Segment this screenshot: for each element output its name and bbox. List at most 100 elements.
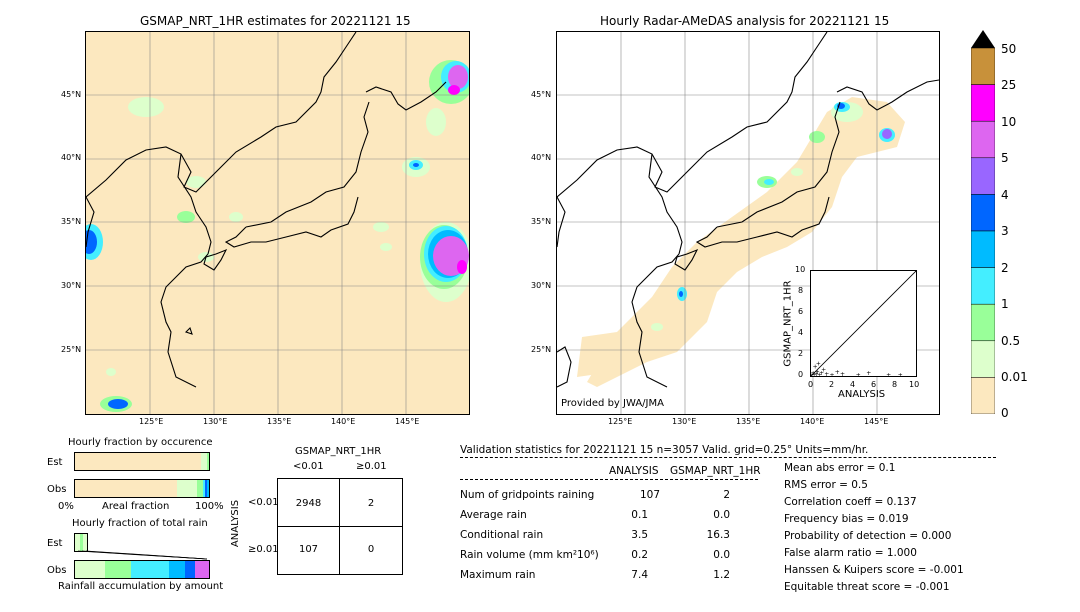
validation-row-analysis: 7.4 bbox=[631, 569, 648, 581]
validation-col-rule bbox=[460, 479, 758, 480]
scatter-ytick: 10 bbox=[795, 265, 806, 274]
left-map-title: GSMAP_NRT_1HR estimates for 20221121 15 bbox=[140, 14, 411, 28]
scatter-point: + bbox=[840, 371, 845, 376]
validation-score: Hanssen & Kuipers score = -0.001 bbox=[784, 564, 964, 576]
validation-row-analysis: 3.5 bbox=[631, 529, 648, 541]
validation-score: Mean abs error = 0.1 bbox=[784, 462, 896, 474]
left-lon-label: 125°E bbox=[139, 417, 164, 426]
right-map-canvas bbox=[557, 32, 939, 414]
validation-row-gsmap: 0.0 bbox=[713, 509, 730, 521]
colorbar-segment bbox=[971, 377, 995, 414]
right-coastlines bbox=[557, 32, 939, 388]
contingency-cell: 2 bbox=[367, 498, 375, 509]
scatter-point: + bbox=[835, 369, 840, 376]
validation-row-gsmap: 1.2 bbox=[713, 569, 730, 581]
rain-fraction-row-obs: Obs bbox=[47, 565, 67, 576]
occurrence-est-bar bbox=[74, 452, 210, 471]
validation-score: Frequency bias = 0.019 bbox=[784, 513, 909, 525]
validation-col-analysis: ANALYSIS bbox=[609, 465, 659, 477]
colorbar-segment bbox=[971, 120, 995, 159]
scatter-point: + bbox=[866, 370, 871, 376]
contingency-cell: 2948 bbox=[295, 498, 322, 509]
scatter-xtick: 10 bbox=[909, 380, 920, 389]
colorbar-label: 0.01 bbox=[1001, 370, 1028, 384]
scatter-ylabel: GSMAP_NRT_1HR bbox=[782, 280, 794, 367]
scatter-ytick: 2 bbox=[798, 349, 804, 358]
validation-header: Validation statistics for 20221121 15 n=… bbox=[460, 444, 869, 456]
rain-fraction-row-est: Est bbox=[47, 538, 63, 549]
left-lat-label: 30°N bbox=[61, 281, 82, 290]
scatter-plot: +++++++++++ + + + + + ++ bbox=[811, 271, 916, 376]
colorbar-label: 10 bbox=[1001, 115, 1017, 129]
scatter-point: + bbox=[856, 372, 861, 376]
scatter-xtick: 4 bbox=[850, 380, 856, 389]
colorbar-segment bbox=[971, 303, 995, 342]
scatter-ytick: 4 bbox=[798, 328, 804, 337]
contingency-row-lt: <0.01 bbox=[248, 497, 279, 508]
scatter-point: + bbox=[817, 372, 822, 376]
right-map-grid bbox=[557, 32, 939, 414]
colorbar-segment bbox=[971, 230, 995, 268]
colorbar-label: 0 bbox=[1001, 406, 1009, 420]
scatter-diagonal bbox=[811, 271, 916, 376]
scatter-point: + bbox=[821, 367, 826, 374]
colorbar-label: 3 bbox=[1001, 224, 1009, 238]
validation-row-label: Maximum rain bbox=[460, 569, 536, 581]
left-lat-label: 35°N bbox=[61, 217, 82, 226]
right-map-title: Hourly Radar-AMeDAS analysis for 2022112… bbox=[600, 14, 890, 28]
contingency-row-ge: ≥0.01 bbox=[248, 544, 279, 555]
validation-score: Probability of detection = 0.000 bbox=[784, 530, 952, 542]
validation-score: False alarm ratio = 1.000 bbox=[784, 547, 917, 559]
left-lon-label: 130°E bbox=[203, 417, 228, 426]
scatter-xtick: 2 bbox=[829, 380, 835, 389]
scatter-ytick: 0 bbox=[798, 370, 804, 379]
rain-connector bbox=[77, 550, 208, 560]
scatter-xtick: 0 bbox=[808, 380, 814, 389]
left-lon-label: 140°E bbox=[331, 417, 356, 426]
colorbar-extend-triangle bbox=[971, 30, 995, 48]
scatter-ytick: 6 bbox=[798, 307, 804, 316]
validation-col-gsmap: GSMAP_NRT_1HR bbox=[670, 465, 761, 477]
occurrence-axis-right: 100% bbox=[195, 501, 224, 512]
left-map-canvas bbox=[86, 32, 469, 414]
contingency-col-title: GSMAP_NRT_1HR bbox=[295, 446, 382, 457]
right-lat-label: 35°N bbox=[531, 217, 552, 226]
validation-row-analysis: 0.1 bbox=[631, 509, 648, 521]
colorbar-segment bbox=[971, 267, 995, 305]
rain-fraction-title: Hourly fraction of total rain bbox=[72, 518, 208, 529]
contingency-cell: 107 bbox=[298, 544, 319, 555]
scatter-xlabel: ANALYSIS bbox=[838, 389, 886, 400]
colorbar-canvas bbox=[971, 30, 995, 414]
colorbar-segment bbox=[971, 194, 995, 232]
scatter-point: + bbox=[829, 372, 834, 376]
colorbar-label: 50 bbox=[1001, 42, 1017, 56]
occurrence-axis-mid: Areal fraction bbox=[102, 501, 170, 512]
scatter-xtick: 6 bbox=[871, 380, 877, 389]
scatter-point: + bbox=[813, 364, 818, 371]
contingency-col-ge: ≥0.01 bbox=[356, 461, 387, 472]
right-lat-label: 40°N bbox=[531, 153, 552, 162]
contingency-row-title: ANALYSIS bbox=[230, 499, 242, 548]
left-lat-label: 40°N bbox=[61, 153, 82, 162]
right-lon-label: 140°E bbox=[800, 417, 825, 426]
validation-score: Correlation coeff = 0.137 bbox=[784, 496, 917, 508]
left-map bbox=[85, 31, 470, 415]
right-coverage bbox=[577, 97, 905, 387]
validation-row-label: Num of gridpoints raining bbox=[460, 489, 595, 501]
validation-row-gsmap: 16.3 bbox=[706, 529, 730, 541]
left-lon-label: 145°E bbox=[395, 417, 420, 426]
right-rain-patches bbox=[651, 102, 895, 331]
right-lon-label: 135°E bbox=[736, 417, 761, 426]
colorbar-label: 5 bbox=[1001, 151, 1009, 165]
validation-row-gsmap: 0.0 bbox=[713, 549, 730, 561]
scatter-point: + bbox=[819, 370, 824, 376]
contingency-table: 2948 2 107 0 bbox=[277, 478, 403, 575]
colorbar-segment bbox=[971, 47, 995, 85]
validation-row-analysis: 107 bbox=[639, 489, 660, 501]
right-lat-label: 45°N bbox=[531, 90, 552, 99]
colorbar-segment bbox=[971, 157, 995, 195]
right-lon-label: 145°E bbox=[864, 417, 889, 426]
left-map-grid bbox=[86, 32, 469, 414]
radar-credit: Provided by JWA/JMA bbox=[561, 398, 664, 409]
validation-row-gsmap: 2 bbox=[723, 489, 730, 501]
